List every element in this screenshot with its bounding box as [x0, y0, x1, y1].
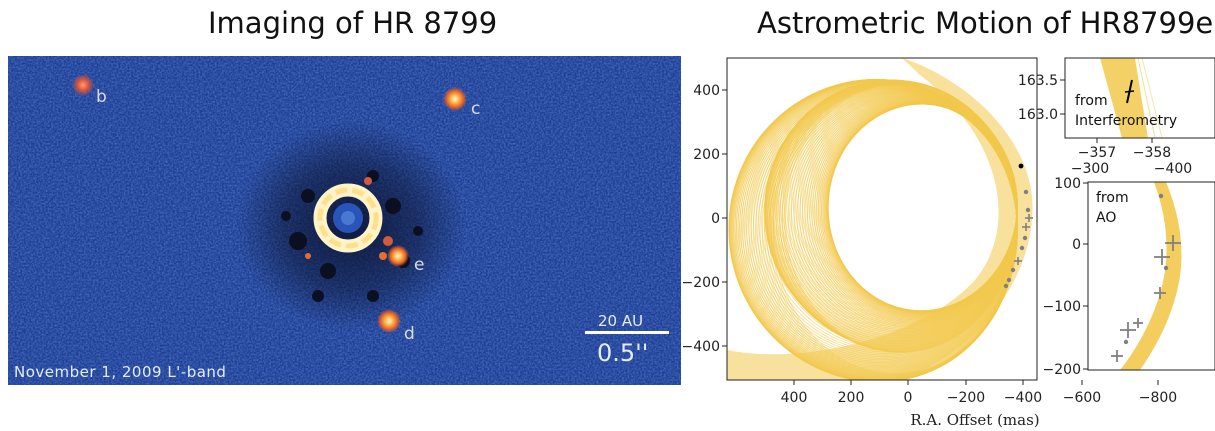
- main-y-tick: −200: [682, 275, 720, 291]
- planet-b-spot: [72, 74, 94, 96]
- orbit-bundle: [727, 58, 1033, 380]
- main-x-tick: 0: [904, 390, 913, 406]
- inset-bottom-y-tick: −100: [1043, 299, 1081, 315]
- main-y-tick: −400: [682, 339, 720, 355]
- planet-b-label: b: [96, 87, 107, 107]
- main-data-points: [1003, 163, 1033, 289]
- planet-e-label: e: [414, 255, 425, 275]
- orbit-plot: 400 200 0 −200 −400 400 200 0 −200 −400 …: [682, 57, 1215, 429]
- speckle-ring: [281, 170, 423, 302]
- main-x-tick: −400: [1004, 390, 1042, 406]
- ao-label-line1: from: [1096, 190, 1129, 206]
- observation-date-label: November 1, 2009 L'-band: [14, 363, 227, 381]
- star-residual: [313, 183, 383, 253]
- hr8799-image: b c e d November 1, 2009 L'-band 20 AU 0…: [8, 56, 681, 385]
- main-y-tick: 400: [693, 83, 720, 99]
- inset-bottom-y-tick: 100: [1054, 176, 1081, 192]
- interferometry-label-line2: Interferometry: [1075, 113, 1177, 129]
- scale-bar: [585, 331, 669, 334]
- main-y-axis: 400 200 0 −200 −400: [682, 83, 727, 355]
- ao-axes: 100 0 −100 −200: [1043, 176, 1159, 385]
- scale-au-label: 20 AU: [598, 312, 644, 330]
- main-y-tick: 200: [693, 147, 720, 163]
- planet-c-label: c: [471, 99, 481, 119]
- inset-top-x2-tick: −300: [1071, 161, 1109, 177]
- ao-inset-orbits: [1120, 182, 1182, 370]
- interferometry-axes: 163.5 163.0 −357 −358 −300 −400: [1018, 73, 1192, 177]
- inset-bottom-y-tick: 0: [1072, 237, 1081, 253]
- planet-e-spot: [387, 245, 409, 267]
- main-x-axis: 400 200 0 −200 −400 −600 −800 R.A. Offse…: [781, 380, 1177, 429]
- planet-d-spot: [377, 309, 401, 333]
- planet-c-spot: [443, 87, 467, 111]
- inset-top-x-tick: −358: [1133, 145, 1171, 161]
- inset-top-y-tick: 163.0: [1018, 107, 1058, 123]
- main-x-tick: −800: [1139, 390, 1177, 406]
- main-x-tick: −200: [947, 390, 985, 406]
- main-x-tick: −600: [1063, 390, 1101, 406]
- orbit-crescent: [727, 58, 1033, 380]
- astrometry-title: Astrometric Motion of HR8799e: [757, 6, 1214, 40]
- interferometry-inset-orbits: [1100, 58, 1163, 138]
- x-axis-label: R.A. Offset (mas): [910, 411, 1039, 429]
- scale-arcsec-label: 0.5'': [597, 339, 649, 367]
- ao-label-line2: AO: [1096, 210, 1116, 226]
- inset-top-x-tick: −357: [1078, 145, 1116, 161]
- inset-top-x2-tick: −400: [1154, 161, 1192, 177]
- planet-d-label: d: [404, 324, 415, 344]
- interferometry-label-line1: from: [1075, 93, 1108, 109]
- main-x-tick: 200: [838, 390, 865, 406]
- main-x-tick: 400: [781, 390, 808, 406]
- ao-data-points: [1111, 193, 1181, 362]
- imaging-title: Imaging of HR 8799: [208, 6, 498, 40]
- inset-bottom-y-tick: −200: [1043, 362, 1081, 378]
- main-y-tick: 0: [711, 211, 720, 227]
- inset-top-y-tick: 163.5: [1018, 73, 1058, 89]
